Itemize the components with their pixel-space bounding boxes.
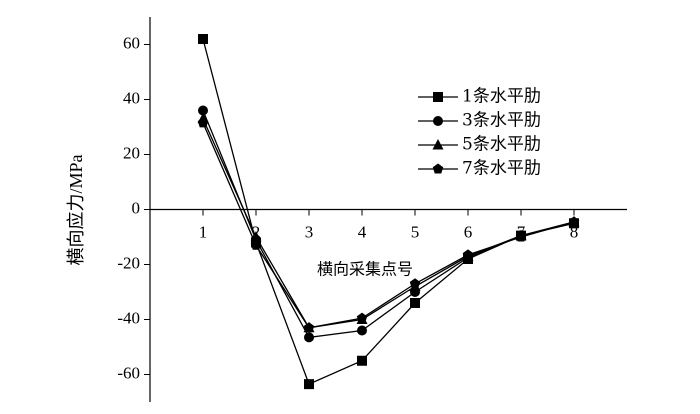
marker — [462, 249, 474, 260]
marker — [432, 163, 444, 174]
legend-label: 7条水平肋 — [462, 159, 541, 179]
y-tick-label: -40 — [117, 308, 140, 327]
marker — [357, 325, 367, 336]
y-tick-label: 40 — [123, 88, 140, 107]
x-tick-label: 3 — [305, 222, 314, 241]
y-tick-label: 0 — [132, 198, 141, 217]
y-axis-label: 横向应力/MPa — [66, 154, 86, 265]
x-tick-label: 8 — [570, 222, 579, 241]
marker — [433, 92, 443, 102]
y-tick-label: -60 — [117, 363, 140, 382]
y-tick-label: 20 — [123, 143, 140, 162]
marker — [304, 332, 314, 343]
legend-label: 3条水平肋 — [462, 111, 541, 131]
marker — [198, 34, 208, 44]
y-tick-label: 60 — [123, 33, 140, 52]
marker — [303, 322, 315, 333]
marker — [357, 355, 367, 366]
marker — [356, 312, 368, 323]
y-tick-label: -20 — [117, 253, 140, 272]
marker — [197, 117, 209, 128]
marker — [433, 116, 443, 126]
series-line — [202, 118, 575, 329]
marker — [250, 239, 262, 250]
series-line — [202, 122, 575, 329]
x-axis-label: 横向采集点号 — [317, 260, 413, 279]
marker — [410, 298, 420, 308]
marker — [515, 231, 527, 242]
legend-label: 5条水平肋 — [462, 135, 541, 155]
marker — [568, 216, 580, 227]
marker — [432, 139, 444, 150]
legend-label: 1条水平肋 — [462, 87, 541, 107]
marker — [304, 379, 314, 390]
x-tick-label: 6 — [464, 222, 473, 241]
marker — [409, 278, 421, 289]
x-tick-label: 4 — [358, 222, 367, 241]
x-tick-label: 5 — [411, 222, 420, 241]
marker — [198, 105, 208, 116]
x-tick-label: 1 — [199, 222, 208, 241]
